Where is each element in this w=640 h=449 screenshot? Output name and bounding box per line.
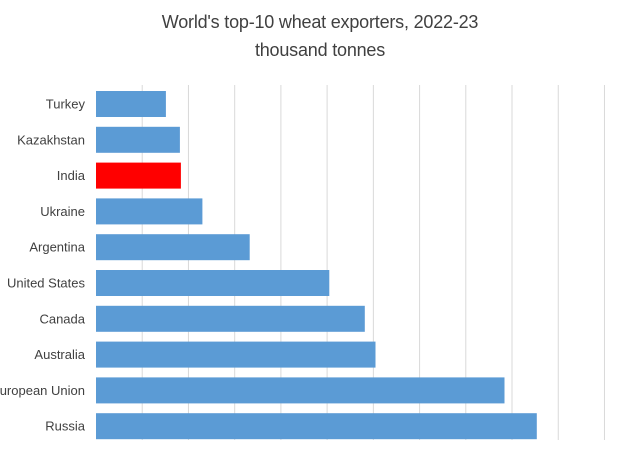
bar-kazakhstan: [96, 126, 180, 153]
category-label-india: India: [57, 168, 86, 183]
category-label-ukraine: Ukraine: [40, 204, 85, 219]
bar-russia: [96, 413, 537, 440]
chart-title: World's top-10 wheat exporters, 2022-23: [161, 12, 479, 32]
category-labels: Turkey Kazakhstan India Ukraine Argentina Uni…: [0, 97, 86, 434]
category-label-turkey: Turkey: [46, 97, 86, 112]
bar-european-union: [96, 377, 505, 404]
chart-subtitle: thousand tonnes: [254, 40, 386, 60]
category-label-united-states: United States: [7, 276, 86, 291]
category-label-european-union: European Union: [0, 383, 85, 398]
category-label-russia: Russia: [45, 419, 86, 434]
category-label-canada: Canada: [39, 311, 85, 326]
category-label-argentina: Argentina: [29, 240, 85, 255]
bar-canada: [96, 305, 365, 332]
bar-turkey: [96, 91, 166, 117]
bar-argentina: [96, 234, 250, 261]
bar-australia: [96, 341, 376, 368]
category-label-kazakhstan: Kazakhstan: [17, 132, 85, 147]
bar-united-states: [96, 270, 330, 296]
bars: [96, 91, 537, 440]
bar-ukraine: [96, 198, 203, 225]
bar-india: [96, 162, 181, 189]
category-label-australia: Australia: [34, 347, 85, 362]
